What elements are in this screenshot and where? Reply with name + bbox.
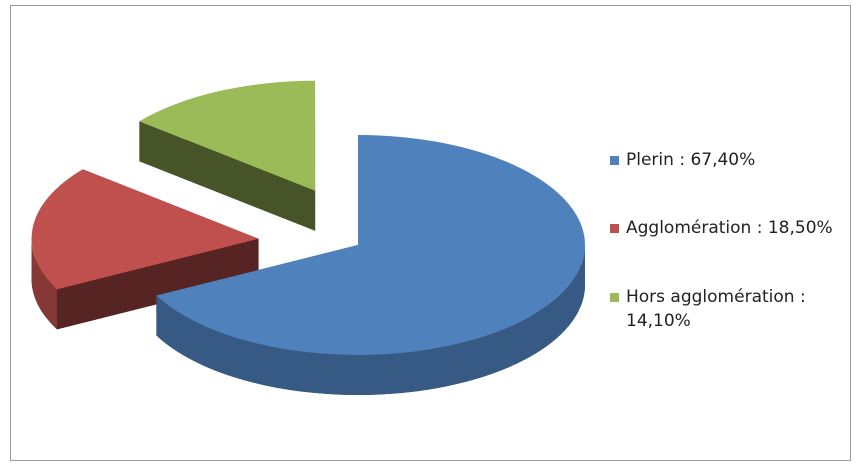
slice-rim: [31, 238, 57, 330]
slice: [31, 169, 259, 330]
slice: [139, 80, 316, 231]
slice-top: [31, 169, 259, 290]
legend-swatch: [610, 293, 619, 302]
slice: [156, 135, 586, 395]
legend-item: Hors agglomération : 14,10%: [610, 285, 856, 333]
slice-wall: [139, 121, 316, 231]
legend-swatch: [610, 156, 619, 165]
legend-swatch: [610, 224, 619, 233]
slice-top: [139, 80, 316, 191]
legend-item: Plerin : 67,40%: [610, 148, 856, 172]
legend-label: Plerin : 67,40%: [626, 150, 756, 170]
slice-top: [156, 135, 586, 355]
slice-rim: [156, 245, 586, 395]
legend-label: Hors agglomération : 14,10%: [626, 287, 806, 331]
slice-wall: [56, 238, 259, 330]
legend-item: Agglomération : 18,50%: [610, 216, 856, 240]
legend-label: Agglomération : 18,50%: [626, 218, 833, 238]
